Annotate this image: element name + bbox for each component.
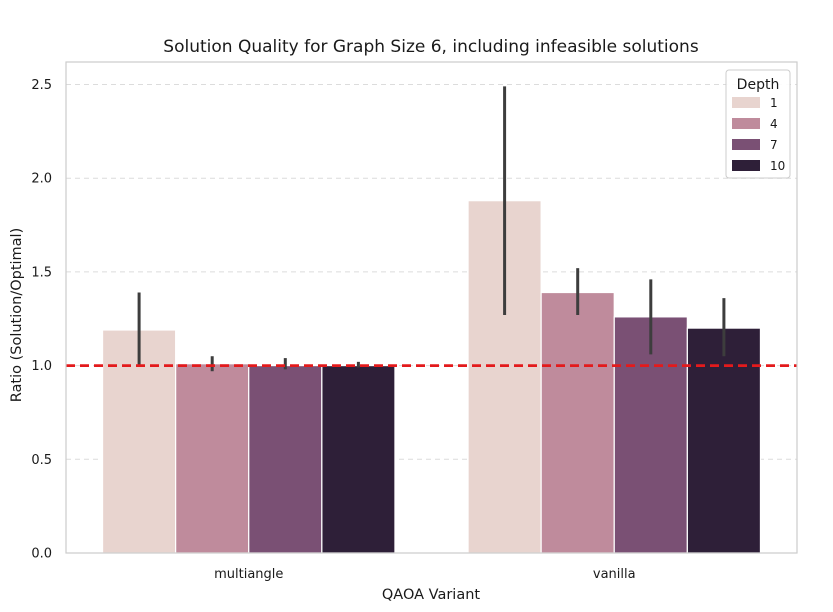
chart-title: Solution Quality for Graph Size 6, inclu… (163, 37, 699, 57)
legend-swatch (732, 97, 760, 108)
bar (321, 364, 396, 554)
legend: Depth 1 4 7 10 (725, 69, 791, 179)
y-tick-label: 1.0 (31, 359, 52, 374)
legend-label: 10 (770, 159, 785, 173)
bar (540, 291, 615, 554)
error-bars (137, 86, 726, 372)
y-tick-label: 1.5 (31, 265, 52, 280)
x-tick-label: multiangle (214, 567, 283, 582)
y-tick-label: 2.5 (31, 78, 52, 93)
y-tick-label: 0.0 (31, 547, 52, 562)
legend-label: 1 (770, 96, 778, 110)
bar (686, 327, 762, 554)
y-tick-label: 0.5 (31, 453, 52, 468)
plot-frame (65, 61, 798, 554)
x-tick-label: vanilla (593, 567, 636, 582)
y-axis-label: Ratio (Solution/Optimal) (9, 228, 25, 402)
legend-title: Depth (737, 77, 780, 93)
legend-label: 7 (770, 138, 778, 152)
y-tick-label: 2.0 (31, 172, 52, 187)
y-ticks: 0.0 0.5 1.0 1.5 2.0 2.5 (31, 78, 52, 562)
legend-swatch (732, 139, 760, 150)
x-ticks: multiangle vanilla (214, 567, 636, 582)
bars (101, 200, 762, 554)
legend-swatch (732, 118, 760, 129)
x-axis-label: QAOA Variant (382, 587, 481, 603)
legend-swatch (732, 160, 760, 171)
bar (248, 364, 323, 554)
legend-label: 4 (770, 117, 778, 131)
bar (175, 363, 250, 554)
